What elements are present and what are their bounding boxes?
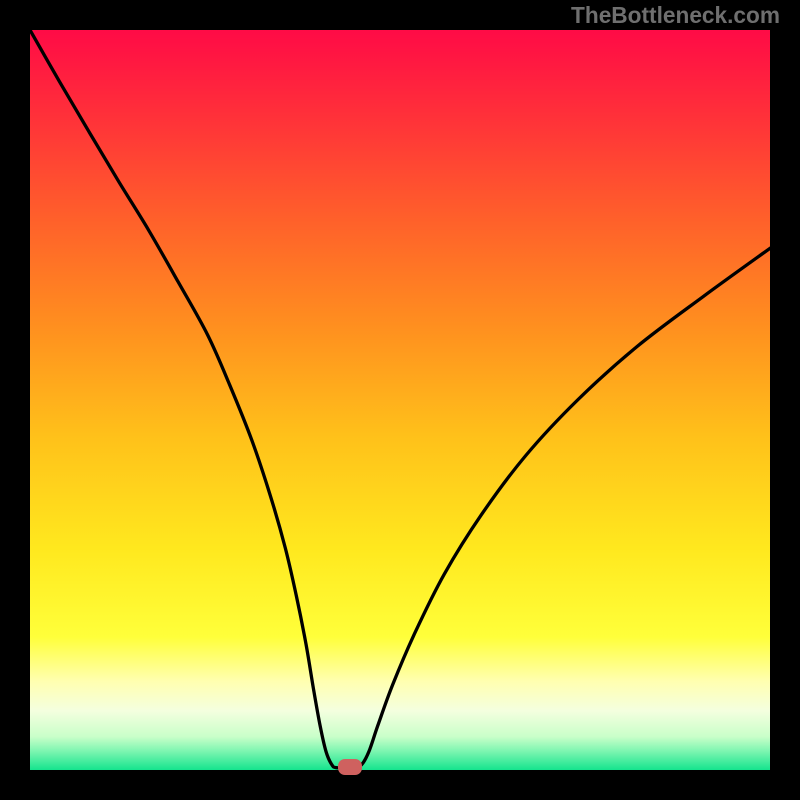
bottleneck-curve xyxy=(30,30,770,770)
chart-stage: TheBottleneck.com xyxy=(0,0,800,800)
watermark-text: TheBottleneck.com xyxy=(571,2,780,29)
optimum-marker xyxy=(338,759,362,775)
plot-area xyxy=(30,30,770,770)
